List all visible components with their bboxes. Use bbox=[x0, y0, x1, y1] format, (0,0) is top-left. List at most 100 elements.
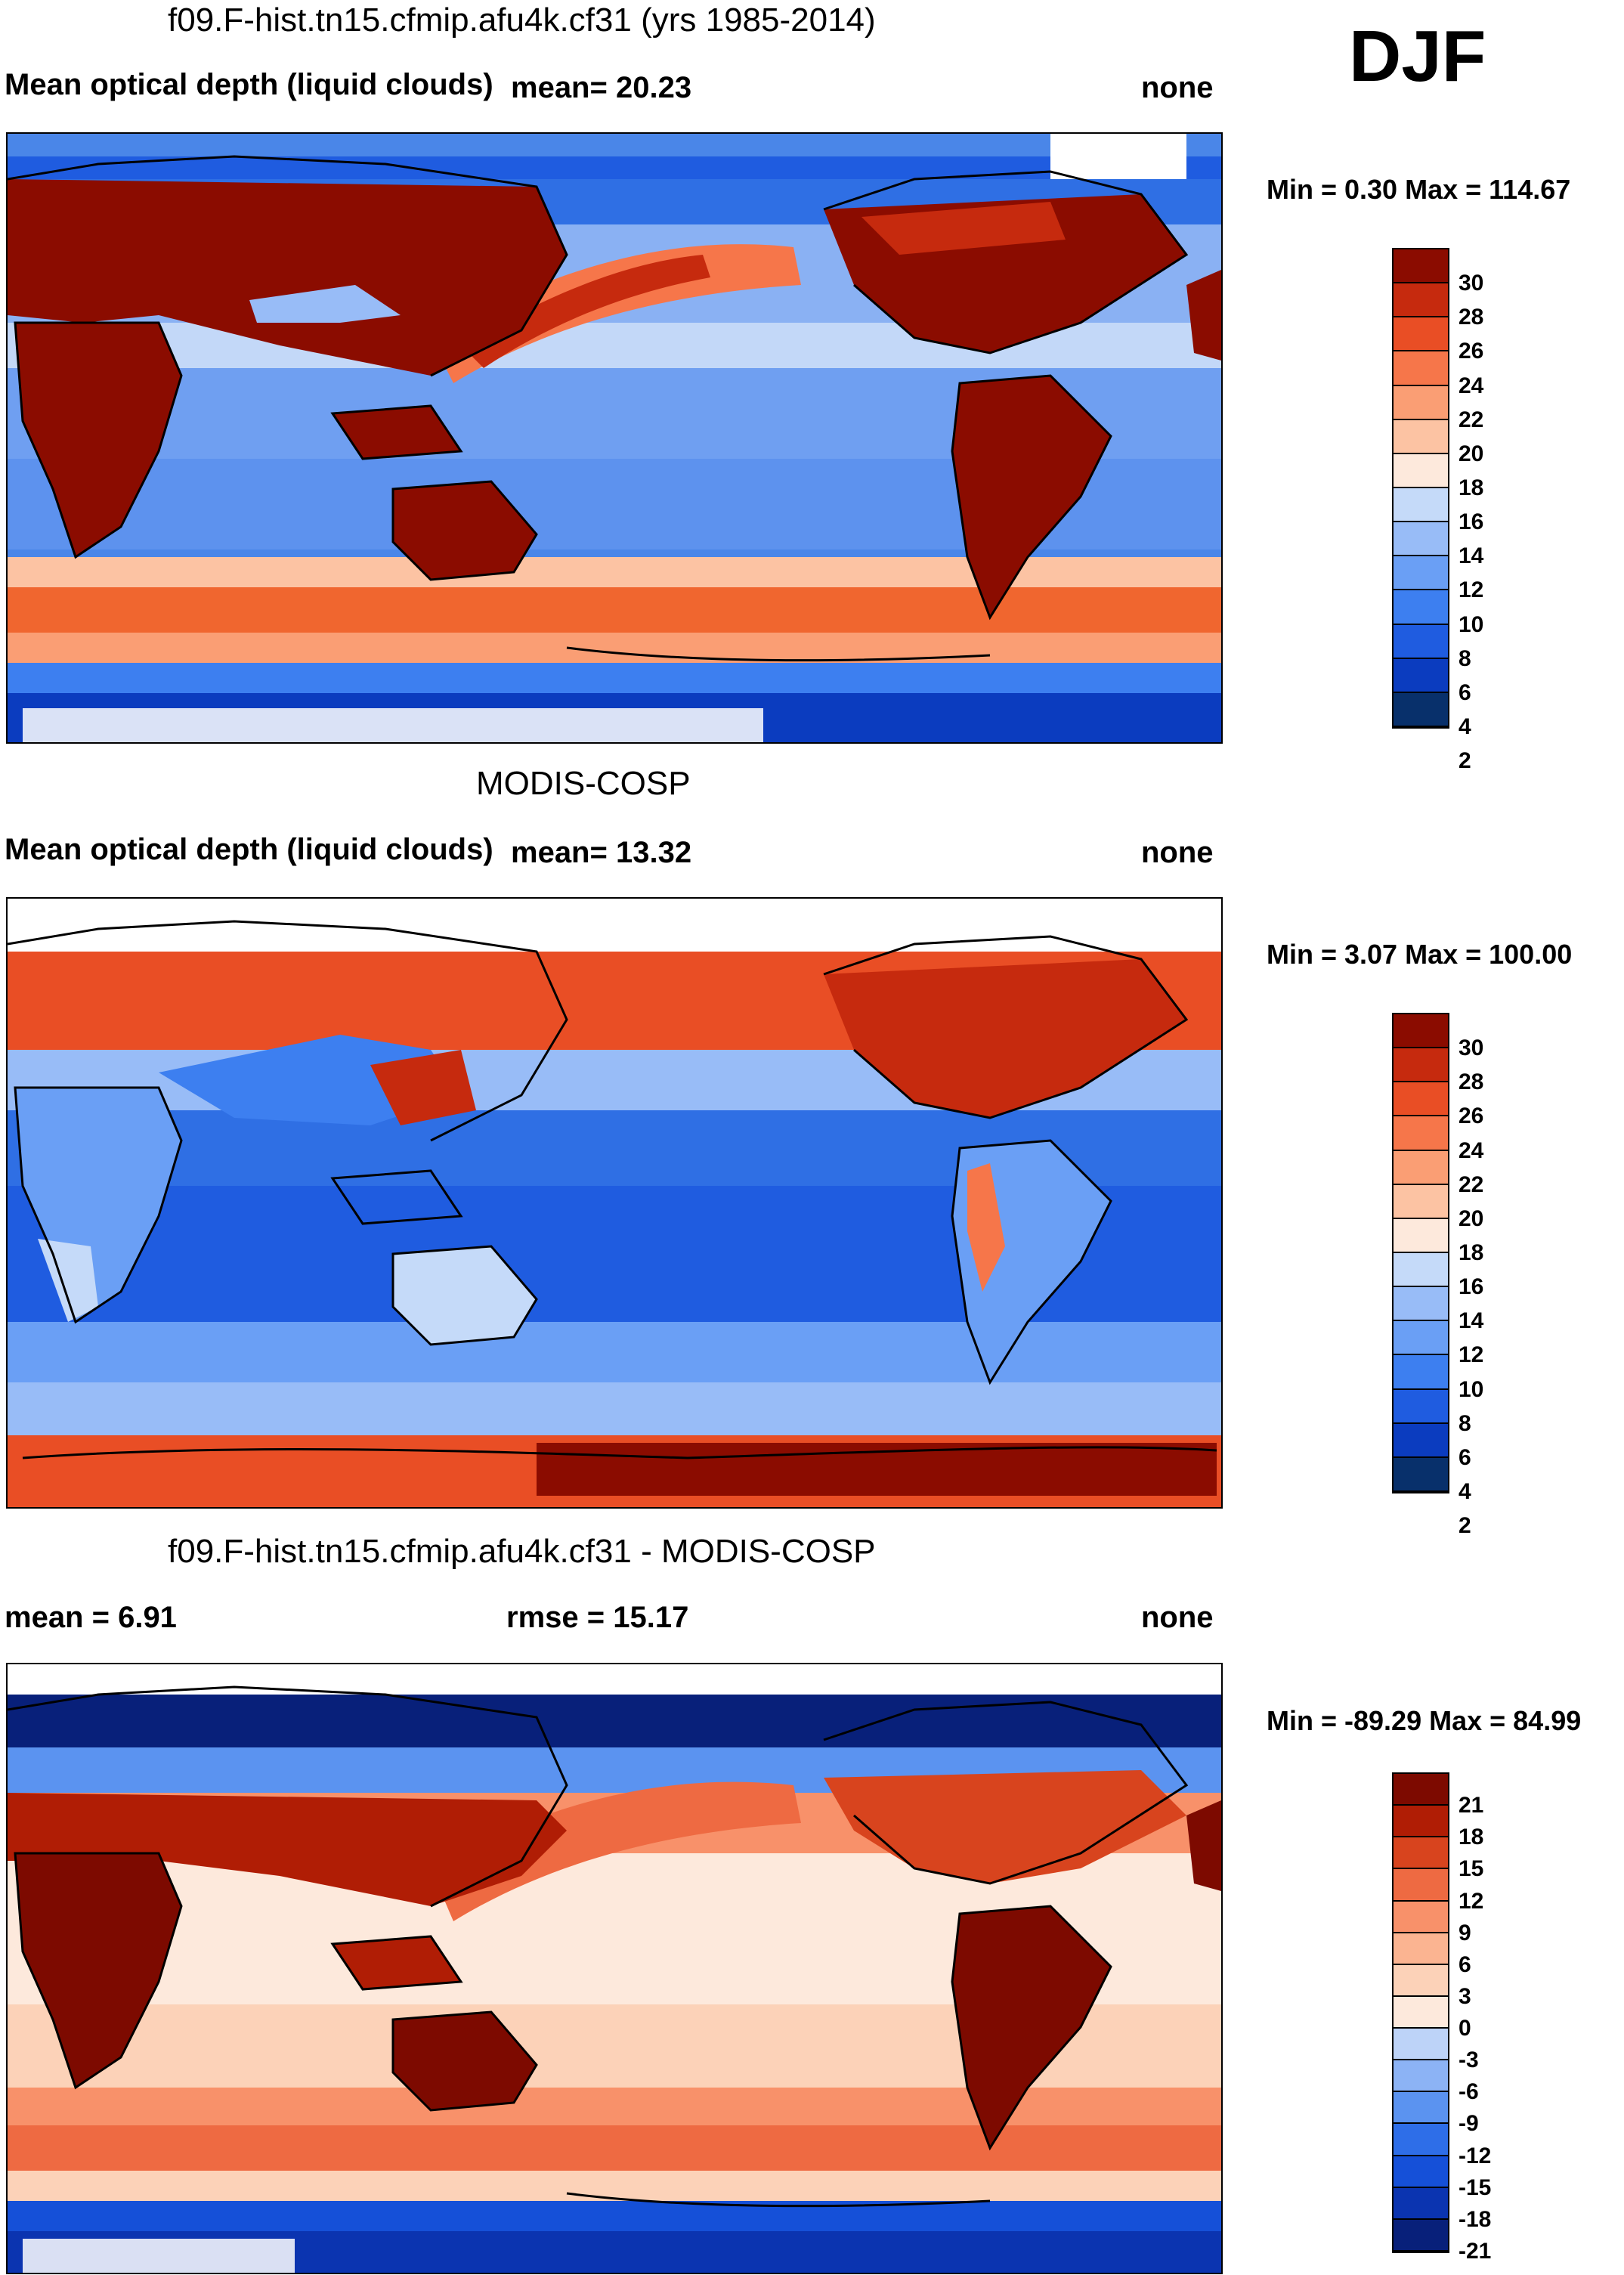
colorbar-swatch bbox=[1394, 1355, 1448, 1390]
colorbar-swatch bbox=[1394, 692, 1448, 727]
panel1-variable-label: Mean optical depth (liquid clouds) bbox=[5, 68, 493, 101]
colorbar-swatch bbox=[1394, 2156, 1448, 2188]
panel1-map-svg bbox=[8, 134, 1221, 742]
panel3-colorbar: 21 18 15 12 9 6 3 0 -3 -6 -9 -12 -15 -18 -21 bbox=[1392, 1772, 1491, 2263]
colorbar-tick-label: -3 bbox=[1459, 2048, 1479, 2073]
colorbar-tick-label: 18 bbox=[1459, 1825, 1484, 1850]
panel1-minmax: Min = 0.30 Max = 114.67 bbox=[1267, 174, 1571, 205]
colorbar-swatch bbox=[1394, 1150, 1448, 1185]
colorbar-swatch bbox=[1394, 1423, 1448, 1458]
season-label: DJF bbox=[1349, 16, 1486, 97]
colorbar-tick-label: 15 bbox=[1459, 1856, 1484, 1882]
colorbar-tick-label: 26 bbox=[1459, 339, 1484, 364]
colorbar-tick-label: 16 bbox=[1459, 509, 1484, 535]
colorbar-swatch bbox=[1394, 2187, 1448, 2220]
colorbar-tick-label: -12 bbox=[1459, 2143, 1492, 2168]
colorbar-swatch bbox=[1394, 1457, 1448, 1492]
colorbar-swatch bbox=[1394, 249, 1448, 284]
colorbar-swatch bbox=[1394, 1901, 1448, 1933]
colorbar-swatch bbox=[1394, 624, 1448, 659]
colorbar-swatch bbox=[1394, 1321, 1448, 1356]
colorbar-swatch bbox=[1394, 1184, 1448, 1219]
colorbar-swatch bbox=[1394, 1774, 1448, 1806]
panel1-map bbox=[6, 132, 1223, 744]
colorbar-tick-label: 10 bbox=[1459, 611, 1484, 637]
colorbar-tick-label: 28 bbox=[1459, 305, 1484, 330]
panel2-map-svg bbox=[8, 899, 1221, 1507]
colorbar-swatch bbox=[1394, 1253, 1448, 1288]
panel3-units-label: none bbox=[1141, 1601, 1214, 1634]
colorbar-swatch bbox=[1394, 556, 1448, 591]
colorbar-tick-label: -9 bbox=[1459, 2111, 1479, 2137]
colorbar-swatch bbox=[1394, 1996, 1448, 2029]
colorbar-tick-label: -6 bbox=[1459, 2079, 1479, 2105]
colorbar-tick-label: 0 bbox=[1459, 2016, 1471, 2041]
colorbar-swatch bbox=[1394, 1933, 1448, 1965]
colorbar-swatch bbox=[1394, 658, 1448, 693]
colorbar-swatch bbox=[1394, 2092, 1448, 2125]
panel1-units-label: none bbox=[1141, 71, 1214, 104]
panel1-colorbar: 30 28 26 24 22 20 18 16 14 12 10 8 6 4 2 bbox=[1392, 248, 1483, 772]
colorbar-swatch bbox=[1394, 1869, 1448, 1902]
colorbar-tick-label: 8 bbox=[1459, 645, 1471, 671]
colorbar-tick-label: 12 bbox=[1459, 577, 1484, 603]
colorbar-tick-label: -18 bbox=[1459, 2206, 1492, 2232]
colorbar-swatch bbox=[1394, 1048, 1448, 1083]
colorbar-tick-label: 18 bbox=[1459, 1240, 1484, 1265]
colorbar-tick-label: 9 bbox=[1459, 1920, 1471, 1945]
colorbar-swatch bbox=[1394, 1082, 1448, 1117]
colorbar-swatch bbox=[1394, 2219, 1448, 2252]
colorbar-swatch bbox=[1394, 488, 1448, 523]
colorbar-tick-label: 20 bbox=[1459, 1206, 1484, 1231]
colorbar-tick-label: 3 bbox=[1459, 1983, 1471, 2009]
colorbar-swatch bbox=[1394, 590, 1448, 625]
colorbar-tick-label: 18 bbox=[1459, 475, 1484, 500]
colorbar-tick-label: 24 bbox=[1459, 373, 1484, 398]
colorbar-swatch bbox=[1394, 2124, 1448, 2156]
colorbar-swatch bbox=[1394, 2029, 1448, 2061]
colorbar-tick-label: 20 bbox=[1459, 441, 1484, 466]
colorbar-tick-label: 12 bbox=[1459, 1888, 1484, 1914]
colorbar-swatch bbox=[1394, 385, 1448, 420]
panel3-mean-label: mean = 6.91 bbox=[5, 1601, 177, 1634]
colorbar-swatch bbox=[1394, 1806, 1448, 1838]
colorbar-tick-label: 14 bbox=[1459, 1308, 1484, 1334]
colorbar-tick-label: 22 bbox=[1459, 407, 1484, 432]
colorbar-tick-label: 22 bbox=[1459, 1172, 1484, 1197]
colorbar-tick-label: 4 bbox=[1459, 1479, 1471, 1504]
colorbar-tick-label: 28 bbox=[1459, 1069, 1484, 1095]
colorbar-tick-label: 21 bbox=[1459, 1793, 1484, 1818]
panel2-mean-label: mean= 13.32 bbox=[511, 836, 692, 869]
colorbar-tick-label: 6 bbox=[1459, 1952, 1471, 1977]
panel3-title: f09.F-hist.tn15.cfmip.afu4k.cf31 - MODIS… bbox=[168, 1533, 876, 1570]
colorbar-tick-label: 30 bbox=[1459, 271, 1484, 296]
colorbar-tick-label: 14 bbox=[1459, 543, 1484, 569]
panel1-mean-label: mean= 20.23 bbox=[511, 71, 692, 104]
panel2-minmax: Min = 3.07 Max = 100.00 bbox=[1267, 939, 1573, 970]
colorbar-tick-label: 8 bbox=[1459, 1410, 1471, 1436]
colorbar-swatch bbox=[1394, 317, 1448, 352]
panel1-title: f09.F-hist.tn15.cfmip.afu4k.cf31 (yrs 19… bbox=[168, 2, 876, 39]
colorbar-swatch bbox=[1394, 522, 1448, 557]
colorbar-tick-label: 24 bbox=[1459, 1138, 1484, 1163]
colorbar-tick-label: 30 bbox=[1459, 1035, 1484, 1061]
colorbar-swatch bbox=[1394, 1964, 1448, 1997]
colorbar-swatch bbox=[1394, 1218, 1448, 1253]
panel3-minmax: Min = -89.29 Max = 84.99 bbox=[1267, 1705, 1582, 1736]
panel3-map bbox=[6, 1663, 1223, 2274]
colorbar-tick-label: 6 bbox=[1459, 1444, 1471, 1470]
colorbar-swatch bbox=[1394, 419, 1448, 454]
colorbar-swatch bbox=[1394, 1389, 1448, 1424]
colorbar-tick-label: 6 bbox=[1459, 679, 1471, 705]
panel2-colorbar: 30 28 26 24 22 20 18 16 14 12 10 8 6 4 2 bbox=[1392, 1013, 1483, 1537]
panel2-map bbox=[6, 897, 1223, 1509]
colorbar-swatch bbox=[1394, 453, 1448, 488]
colorbar-tick-label: -21 bbox=[1459, 2239, 1492, 2264]
colorbar-tick-label: -15 bbox=[1459, 2174, 1492, 2200]
colorbar-tick-label: 2 bbox=[1459, 748, 1471, 774]
colorbar-swatch bbox=[1394, 283, 1448, 318]
colorbar-tick-label: 26 bbox=[1459, 1103, 1484, 1129]
colorbar-swatch bbox=[1394, 2060, 1448, 2093]
panel3-rmse-label: rmse = 15.17 bbox=[506, 1601, 689, 1634]
colorbar-tick-label: 16 bbox=[1459, 1274, 1484, 1300]
